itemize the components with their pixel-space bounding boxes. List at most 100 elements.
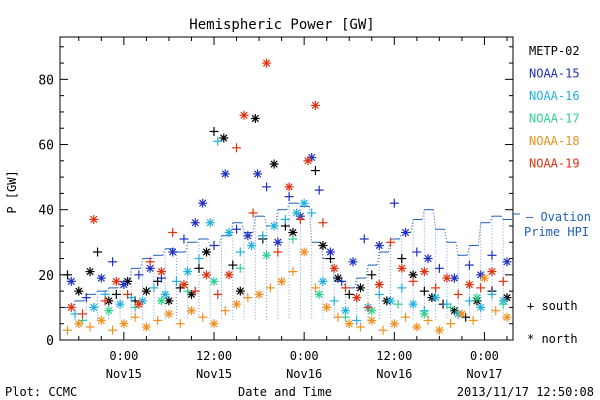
legend-entry: NOAA-15 [529,67,580,81]
ovation-riser [331,258,335,282]
x-tick-time-label: 12:00 [196,349,232,363]
north-point [487,267,497,277]
south-point [243,293,253,303]
south-point [228,260,238,270]
ovation-riser [252,216,256,233]
south-point [248,208,258,218]
south-point [431,283,441,293]
north-point [273,237,283,247]
north-point [186,306,196,316]
ovation-riser [489,216,493,223]
north-point [89,214,99,224]
south-point [340,312,350,322]
south-point [134,270,144,280]
ovation-legend-line1: — Ovation [526,210,591,224]
south-point [183,286,193,296]
north-point [209,276,219,286]
south-point [288,267,298,277]
south-point [111,289,121,299]
north-point [344,319,354,329]
x-tick-date-label: Nov16 [286,367,322,381]
x-tick-time-label: 0:00 [109,349,138,363]
south-point [367,270,377,280]
legend: METP-02 NOAA-15 NOAA-16 NOAA-17 NOAA-18 NOAA-… [529,44,580,171]
south-point [213,289,223,299]
north-point [442,273,452,283]
south-point [93,247,103,257]
south-point [190,286,200,296]
north-point [472,293,482,303]
north-point [96,273,106,283]
north-point [333,273,343,283]
north-point [224,227,234,237]
north-point [367,315,377,325]
north-point [134,299,144,309]
south-point [344,289,354,299]
south-point [397,254,407,264]
north-point [374,241,384,251]
ovation-riser [455,242,459,256]
ovation-riser [500,215,504,220]
north-point [74,286,84,296]
ovation-riser [410,219,414,233]
north-point [119,319,129,329]
south-point [314,185,324,195]
ovation-riser [421,209,425,220]
south-point [179,234,189,244]
north-point [292,208,302,218]
north-point [318,241,328,251]
ovation-riser [263,216,268,227]
north-point [348,257,358,267]
north-point [434,325,444,335]
y-axis-ticks: 0 20 40 60 80 [38,46,513,349]
north-point [85,267,95,277]
x-tick-date-label: Nov17 [466,367,502,381]
north-marker-legend: * north [527,332,578,346]
north-point [389,319,399,329]
x-tick-time-label: 0:00 [290,349,319,363]
north-point [262,58,272,68]
south-point [434,263,444,273]
north-point [299,198,309,208]
south-point [63,325,73,335]
south-point [397,283,407,293]
north-point [183,267,193,277]
north-point [355,283,365,293]
south-point [363,302,373,312]
south-point [355,322,365,332]
north-point [262,250,272,260]
legend-entry: METP-02 [529,44,580,58]
north-point [254,289,264,299]
north-point [476,302,486,312]
x-tick-time-label: 12:00 [376,349,412,363]
south-point [171,276,181,286]
north-point [104,306,114,316]
ovation-legend-line2: Prime HPI [524,225,589,239]
north-point [179,280,189,290]
x-axis-ticks: 0:00 Nov15 12:00 Nov15 0:00 Nov16 12:00 Nov16 0:… [78,37,508,381]
north-point [232,299,242,309]
south-point [307,208,317,218]
south-point [81,293,91,303]
south-point [446,319,456,329]
north-point [220,169,230,179]
south-point [295,214,305,224]
south-point [78,309,88,319]
south-point [412,247,422,257]
north-point [168,247,178,257]
south-point [145,257,155,267]
ovation-riser [139,258,144,269]
ovation-riser [342,281,346,289]
y-tick-label: 80 [38,73,54,88]
south-point [487,250,497,260]
south-point [123,289,133,299]
ovation-riser [207,238,211,246]
north-point [479,273,489,283]
north-point [401,227,411,237]
x-tick-date-label: Nov15 [106,367,142,381]
y-tick-label: 20 [38,269,54,284]
south-point [310,166,320,176]
south-point [108,325,118,335]
ovation-riser [477,222,482,246]
north-point [340,306,350,316]
